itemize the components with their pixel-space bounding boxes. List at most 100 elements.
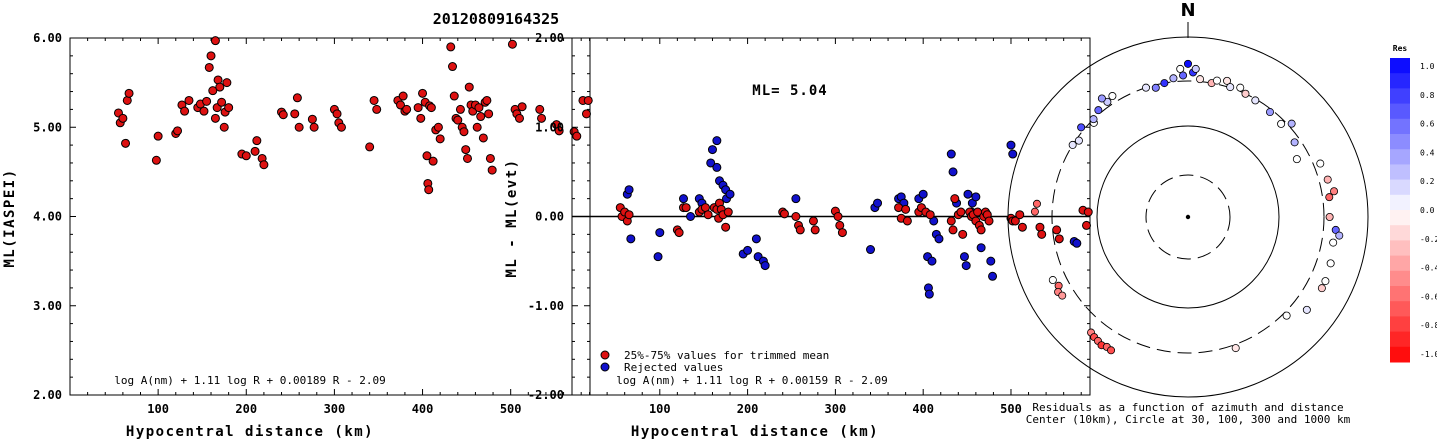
data-point [121, 138, 131, 148]
station-residual-point [1176, 64, 1185, 73]
accepted-point [1010, 216, 1020, 226]
data-point [535, 104, 545, 114]
plot1-formula: log A(nm) + 1.11 log R + 0.00189 R - 2.0… [114, 374, 386, 387]
ml-value-label: ML= 5.04 [752, 83, 827, 99]
accepted-point [950, 194, 960, 204]
colorbar-tick-label: 1.0 [1420, 62, 1435, 71]
rejected-point [751, 234, 761, 244]
x-tick-label: 500 [1000, 402, 1022, 416]
data-point [224, 103, 234, 113]
rejected-point [927, 256, 937, 266]
plot1-y-axis-label: ML(IASPEI) [2, 168, 18, 267]
station-residual-point [1331, 225, 1340, 234]
data-point [222, 78, 232, 88]
rejected-point [760, 261, 770, 271]
station-residual-point [1160, 79, 1169, 88]
station-residual-point [1179, 71, 1188, 80]
station-residual-point [1231, 344, 1240, 353]
data-point [537, 113, 547, 123]
station-residual-point [1213, 76, 1222, 85]
station-residual-point [1223, 76, 1232, 85]
data-point [517, 102, 527, 112]
station-residual-point [1277, 119, 1286, 128]
accepted-point [925, 210, 935, 220]
accepted-point [1015, 210, 1025, 220]
station-residual-point [1329, 238, 1338, 247]
colorbar-cell [1390, 118, 1410, 135]
data-point [416, 113, 426, 123]
rejected-point [924, 289, 934, 299]
accepted-point [808, 216, 818, 226]
colorbar-tick-label: 0.2 [1420, 177, 1435, 186]
data-point [309, 122, 319, 132]
station-residual-point [1226, 83, 1235, 92]
data-point [461, 145, 471, 155]
colorbar-tick-label: -0.8 [1420, 321, 1437, 330]
colorbar-tick-label: -1.0 [1420, 350, 1437, 359]
rejected-point [948, 167, 958, 177]
data-point [204, 62, 214, 72]
y-tick-label: 1.00 [535, 120, 564, 134]
accepted-point [1052, 225, 1062, 235]
rejected-point [706, 158, 716, 168]
station-residual-point [1094, 106, 1103, 115]
data-point [428, 156, 438, 166]
rejected-point [866, 245, 876, 255]
y-tick-label: 4.00 [33, 210, 62, 224]
rejected-point [918, 189, 928, 199]
data-point [252, 136, 262, 146]
residual-colorbar: Res 1.0 0.8 0.6 0.4 0.2 0.0 -0.2 -0.4 -0.6 -0.8 -1… [1390, 44, 1437, 363]
plot2-y-axis-label: ML - ML(evt) [504, 158, 520, 277]
data-point [208, 86, 218, 96]
data-point [202, 96, 212, 106]
colorbar-cell [1390, 149, 1410, 165]
accepted-point [958, 229, 968, 239]
colorbar-tick-labels: 1.0 0.8 0.6 0.4 0.2 0.0 -0.2 -0.4 -0.6 -0.8 -1.0 [1420, 62, 1437, 359]
data-point [402, 104, 412, 114]
rejected-point [707, 145, 717, 155]
rejected-point [655, 228, 665, 238]
data-point [210, 113, 220, 123]
legend-accepted-marker [600, 350, 610, 360]
station-residual-point [1108, 92, 1117, 101]
station-residual-point [1089, 115, 1098, 124]
accepted-point [810, 225, 820, 235]
x-tick-label: 200 [235, 402, 257, 416]
data-point [398, 91, 408, 101]
data-point [173, 126, 183, 136]
data-point [259, 160, 269, 170]
station-residual-point [1302, 305, 1311, 314]
x-tick-label: 200 [737, 402, 759, 416]
colorbar-cell [1390, 301, 1410, 317]
plot2-ticks: -2.00 -1.00 0.00 1.00 2.00 100 200 300 400 500 [528, 31, 1090, 416]
data-point [418, 88, 428, 98]
accepted-point [795, 225, 805, 235]
y-tick-label: -1.00 [528, 299, 564, 313]
data-point [292, 93, 302, 103]
rejected-point [679, 194, 689, 204]
station-residual-point [1321, 277, 1330, 286]
station-residual-point [1107, 346, 1116, 355]
rejected-point [1006, 140, 1016, 150]
legend-rejected-label: Rejected values [624, 361, 723, 374]
data-point [332, 109, 342, 119]
data-point [199, 106, 209, 116]
legend-rejected-marker [600, 362, 610, 372]
accepted-point [674, 228, 684, 238]
data-point [448, 62, 458, 72]
colorbar-cell [1390, 270, 1410, 287]
data-point [572, 131, 582, 141]
station-residual-point [1058, 291, 1067, 300]
data-point [474, 103, 484, 113]
data-point [365, 142, 375, 152]
station-residual-point [1074, 136, 1083, 145]
plot2-points [615, 136, 1093, 299]
station-residual-point [1151, 83, 1160, 92]
colorbar-title: Res [1393, 44, 1408, 53]
north-label: N [1180, 0, 1195, 21]
data-point [184, 95, 194, 105]
colorbar-cell [1390, 255, 1410, 272]
data-point [554, 126, 564, 136]
colorbar-cell [1390, 103, 1410, 120]
